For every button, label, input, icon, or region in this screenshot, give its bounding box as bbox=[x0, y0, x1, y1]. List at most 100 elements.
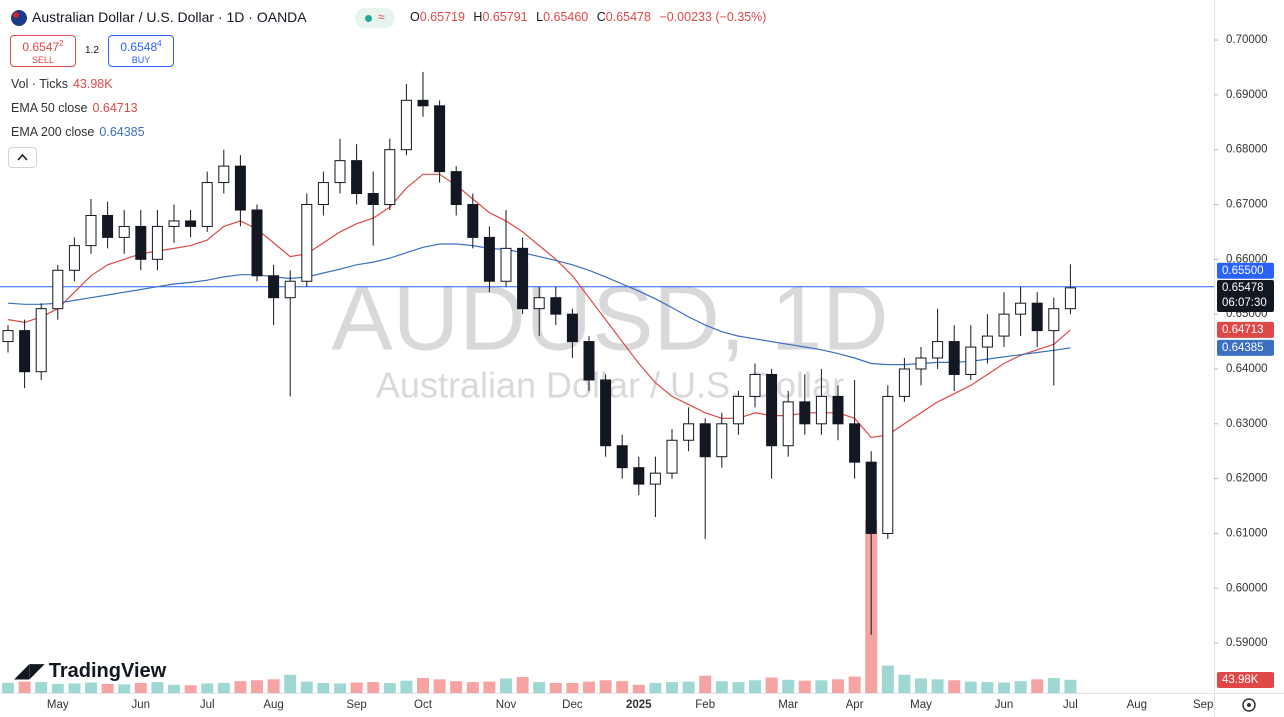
candle-body bbox=[898, 368, 910, 397]
market-status[interactable]: ≈ bbox=[355, 8, 395, 28]
volume-bar bbox=[35, 682, 48, 693]
candle-body bbox=[450, 171, 462, 206]
volume-bar bbox=[666, 682, 678, 693]
candle-body bbox=[832, 395, 844, 425]
volume-bar bbox=[383, 682, 396, 693]
candle-body bbox=[533, 297, 545, 310]
volume-bar bbox=[616, 681, 629, 693]
volume-bar bbox=[632, 684, 645, 693]
volume-bar bbox=[18, 681, 31, 693]
ema-line bbox=[7, 173, 1071, 439]
x-tick-label: Jul bbox=[200, 699, 215, 711]
ohlc-value: 0.65478 bbox=[605, 10, 651, 24]
volume-bar bbox=[267, 679, 280, 693]
y-tick-label: 0.63000 bbox=[1226, 418, 1268, 430]
candle-body bbox=[1048, 308, 1060, 332]
y-tick-label: 0.61000 bbox=[1226, 527, 1268, 539]
ohlc-value: 0.65719 bbox=[419, 10, 465, 24]
volume-bar bbox=[798, 680, 811, 693]
legend-value: 43.98K bbox=[72, 77, 113, 91]
candle-body bbox=[135, 225, 147, 260]
x-tick-label: Aug bbox=[1127, 699, 1147, 711]
volume-bar bbox=[184, 685, 197, 693]
candle-body bbox=[317, 182, 329, 206]
volume-bar bbox=[815, 680, 828, 693]
candle-body bbox=[882, 395, 894, 534]
candle-body bbox=[52, 269, 64, 310]
y-tick-label: 0.68000 bbox=[1226, 144, 1268, 156]
candle-body bbox=[351, 160, 363, 195]
y-tick-label: 0.60000 bbox=[1226, 582, 1268, 594]
x-tick-label: May bbox=[47, 699, 69, 711]
volume-bar bbox=[583, 681, 595, 693]
y-tick-label: 0.66000 bbox=[1226, 253, 1268, 265]
last-price-tag-label: 0.65478 bbox=[1222, 282, 1264, 294]
settings-icon[interactable] bbox=[1242, 698, 1256, 712]
candle-body bbox=[384, 149, 396, 206]
candle-body bbox=[981, 335, 993, 348]
candle-body bbox=[367, 193, 379, 206]
x-tick-label: Mar bbox=[778, 699, 798, 711]
candle-body bbox=[251, 209, 263, 277]
symbol-title[interactable]: Australian Dollar / U.S. Dollar · 1D · O… bbox=[32, 9, 307, 25]
ohlc-label: C bbox=[596, 10, 606, 24]
volume-bar bbox=[1064, 679, 1077, 693]
volume-bar bbox=[981, 682, 994, 693]
candle-body bbox=[68, 245, 80, 271]
legend-name: EMA 50 close bbox=[11, 101, 88, 115]
candle-body bbox=[151, 225, 163, 260]
ohlc-label: L bbox=[536, 10, 544, 24]
volume-legend[interactable]: Vol · Ticks 43.98K bbox=[11, 77, 113, 91]
volume-tag: 43.98K bbox=[1217, 672, 1274, 688]
change: −0.00233 (−0.35%) bbox=[659, 10, 767, 24]
volume-bar bbox=[964, 681, 977, 693]
ema200-legend[interactable]: EMA 200 close 0.64385 bbox=[11, 125, 145, 139]
ohlc-label: O bbox=[410, 10, 420, 24]
x-tick-label: Sep bbox=[1193, 699, 1213, 711]
volume-bar bbox=[1031, 679, 1044, 693]
volume-bar bbox=[915, 678, 927, 693]
ema-tag-label: 0.64713 bbox=[1222, 324, 1264, 336]
candle-body bbox=[284, 280, 296, 299]
ema-tag-box bbox=[1217, 321, 1274, 338]
volume-bar bbox=[998, 682, 1010, 693]
x-tick-label: 2025 bbox=[626, 699, 652, 711]
buy-button[interactable]: 0.65484 BUY bbox=[108, 35, 174, 67]
volume-bar bbox=[516, 677, 529, 693]
volume-bar bbox=[1014, 681, 1027, 693]
candle-body bbox=[766, 373, 778, 447]
candle-body bbox=[932, 341, 944, 359]
candle-body bbox=[815, 395, 827, 425]
price-line-tag: 0.65500 bbox=[1217, 262, 1274, 279]
volume-bar bbox=[682, 681, 695, 693]
candle-body bbox=[666, 439, 678, 474]
candle-body bbox=[102, 214, 114, 238]
last-price-tag: 0.65478 06:07:30 bbox=[1217, 279, 1274, 312]
candle-body bbox=[268, 275, 280, 299]
candle-body bbox=[168, 220, 180, 227]
candle-body bbox=[998, 313, 1010, 337]
volume-tag-label: 43.98K bbox=[1222, 674, 1259, 686]
x-tick-label: Jul bbox=[1063, 699, 1078, 711]
candle-body bbox=[915, 357, 927, 370]
ema-tag-label: 0.64385 bbox=[1222, 342, 1264, 354]
ema-tag-box bbox=[1217, 339, 1274, 356]
volume-bar bbox=[549, 682, 562, 693]
candle-body bbox=[118, 225, 130, 238]
volume-bar bbox=[433, 679, 446, 693]
collapse-legend[interactable] bbox=[8, 147, 37, 168]
y-tick-label: 0.70000 bbox=[1226, 34, 1268, 46]
sell-button[interactable]: 0.65472 SELL bbox=[10, 35, 76, 67]
sell-pip: 2 bbox=[59, 39, 64, 48]
candle-body bbox=[782, 401, 794, 447]
volume-bar bbox=[317, 682, 330, 693]
candle-body bbox=[2, 330, 14, 343]
y-tick-label: 0.62000 bbox=[1226, 473, 1268, 485]
volume-bar bbox=[749, 680, 761, 693]
volume-bar bbox=[168, 684, 180, 693]
ema50-legend[interactable]: EMA 50 close 0.64713 bbox=[11, 101, 138, 115]
x-tick-label: Feb bbox=[695, 699, 715, 711]
legend-name: EMA 200 close bbox=[11, 125, 95, 139]
candle-body bbox=[633, 467, 645, 485]
candle-body bbox=[683, 423, 695, 441]
